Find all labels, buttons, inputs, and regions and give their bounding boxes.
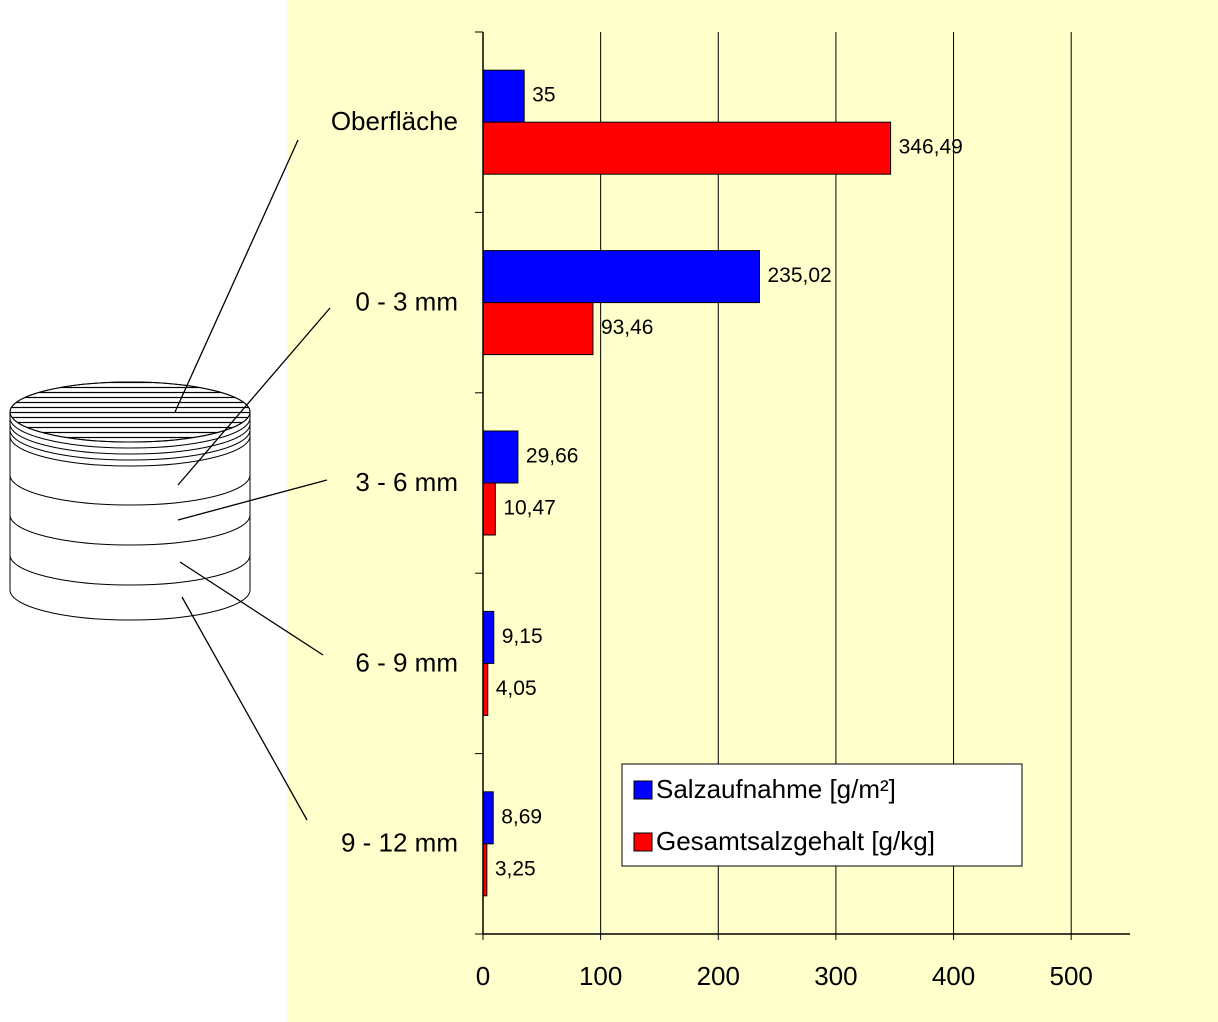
value-label: 4,05 <box>496 677 537 700</box>
legend-swatch <box>633 832 653 852</box>
legend-label: Salzaufnahme [g/m²] <box>656 774 896 804</box>
y-tick-label: 3 - 6 mm <box>355 467 458 497</box>
value-label: 29,66 <box>526 445 579 468</box>
x-tick-label: 400 <box>932 961 975 991</box>
bar <box>482 482 496 536</box>
y-tick-label: 0 - 3 mm <box>355 286 458 316</box>
bar <box>482 610 495 664</box>
x-tick-label: 300 <box>814 961 857 991</box>
plot-area: 0 100 200 300 400 500 Oberfläche 35 346,49 0 - 3 … <box>331 31 1130 991</box>
value-label: 9,15 <box>502 625 543 648</box>
bar <box>482 430 519 484</box>
bar <box>482 791 494 845</box>
value-label: 93,46 <box>601 316 654 339</box>
x-tick-label: 500 <box>1049 961 1092 991</box>
x-tick-label: 0 <box>476 961 490 991</box>
value-label: 8,69 <box>501 805 542 828</box>
bar <box>482 121 892 175</box>
value-label: 10,47 <box>503 497 556 520</box>
y-tick-label: 6 - 9 mm <box>355 647 458 677</box>
value-label: 35 <box>532 84 555 107</box>
bar <box>482 302 594 356</box>
value-label: 346,49 <box>899 136 963 159</box>
bar <box>482 250 760 304</box>
y-tick-label: Oberfläche <box>331 106 458 136</box>
x-tick-label: 200 <box>697 961 740 991</box>
x-tick-label: 100 <box>579 961 622 991</box>
value-label: 235,02 <box>767 264 831 287</box>
y-tick-label: 9 - 12 mm <box>341 828 458 858</box>
legend-box <box>621 763 1023 867</box>
legend-swatch <box>633 780 653 800</box>
leader-lines <box>174 139 331 821</box>
legend-label: Gesamtsalzgehalt [g/kg] <box>656 826 935 856</box>
bar <box>482 69 525 123</box>
value-label: 3,25 <box>495 857 536 880</box>
